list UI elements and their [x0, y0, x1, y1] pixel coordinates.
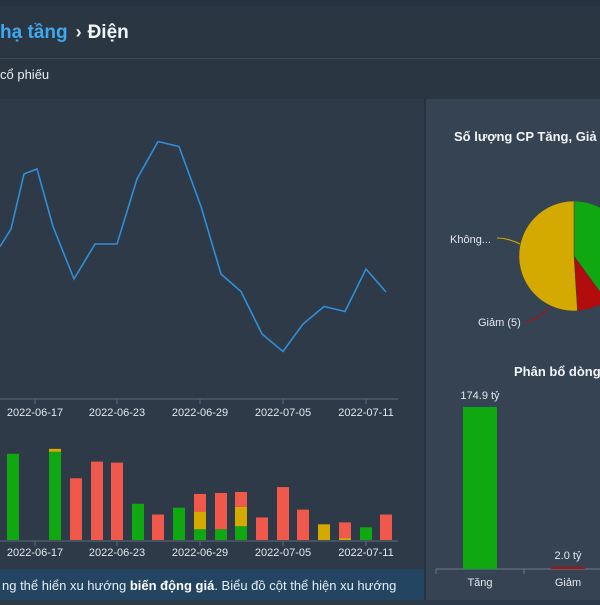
volume-bar — [111, 462, 123, 540]
pie-label-down: Giảm (5) — [478, 317, 521, 329]
stats-panel: Không... Giảm (5) 174.9 tỷ Tăng 2.0 tỷ Giảm — [426, 99, 600, 600]
pie-label-line-down — [525, 306, 551, 322]
volume-bar-chart: 2022-06-17 2022-06-23 2022-06-29 2022-07-05… — [0, 448, 398, 559]
description-suffix: . Biểu đồ cột thể hiện xu hướng — [214, 578, 397, 593]
price-x-tick-label: 2022-06-23 — [89, 407, 145, 419]
volume-bar — [235, 506, 247, 527]
volume-bar — [360, 527, 372, 540]
pie-slice-flat — [518, 200, 578, 312]
volume-x-tick-label: 2022-07-05 — [255, 547, 311, 559]
volume-bar — [70, 478, 82, 540]
volume-bar — [339, 522, 351, 539]
volume-x-tick-label: 2022-07-11 — [338, 547, 393, 559]
flow-category-label: Giảm — [555, 577, 581, 589]
flow-chart-title: Phân bổ dòng — [514, 364, 600, 379]
price-x-tick-label: 2022-07-11 — [338, 407, 393, 419]
volume-x-tick-label: 2022-06-17 — [7, 547, 63, 559]
breadcrumb-current: Điện — [87, 22, 129, 43]
volume-bar — [235, 526, 247, 540]
volume-bar — [235, 491, 247, 507]
tab-stocks[interactable]: cổ phiếu — [0, 67, 50, 82]
price-line — [0, 140, 387, 353]
volume-bar — [215, 529, 227, 540]
page-header: hạ tầng › Điện — [0, 6, 600, 58]
top-strip — [0, 0, 600, 6]
panel-divider — [424, 99, 426, 600]
price-panel: 2022-06-17 2022-06-23 2022-06-29 2022-07-05… — [0, 99, 424, 569]
flow-bar — [551, 567, 585, 569]
price-x-tick-label: 2022-06-29 — [172, 407, 228, 419]
volume-bar — [277, 487, 289, 540]
volume-x-tick-label: 2022-06-23 — [89, 547, 145, 559]
volume-bar — [152, 514, 164, 540]
volume-x-tick-label: 2022-06-29 — [172, 547, 228, 559]
volume-bar — [49, 448, 61, 452]
volume-bar — [339, 538, 351, 540]
money-flow-bar-chart: 174.9 tỷ Tăng 2.0 tỷ Giảm — [435, 390, 600, 589]
volume-bar — [380, 514, 392, 540]
volume-bar — [173, 507, 185, 540]
volume-bar — [91, 461, 103, 540]
volume-bar — [256, 517, 268, 540]
flow-bar-value-label: 2.0 tỷ — [555, 550, 582, 562]
price-line-chart: 2022-06-17 2022-06-23 2022-06-29 2022-07-05… — [0, 140, 398, 419]
up-down-pie-chart: Không... Giảm (5) — [450, 200, 600, 329]
volume-bar — [297, 509, 309, 540]
chevron-right-icon: › — [75, 22, 82, 42]
sub-navigation: cổ phiếu — [0, 58, 600, 100]
volume-bar — [318, 524, 330, 540]
description-prefix: ng thể hiển xu hướng — [2, 578, 130, 593]
description-bold: biến động giá — [129, 578, 215, 593]
stats-charts: Không... Giảm (5) 174.9 tỷ Tăng 2.0 tỷ Giảm — [435, 200, 600, 589]
price-x-tick-label: 2022-06-17 — [7, 407, 63, 419]
breadcrumb: hạ tầng › Điện — [0, 22, 129, 44]
volume-bar — [132, 503, 144, 540]
volume-bar — [49, 451, 61, 540]
pie-slice-up — [573, 200, 600, 293]
volume-bar — [215, 492, 227, 530]
volume-bar — [194, 511, 206, 530]
price-x-tick-label: 2022-07-05 — [255, 407, 311, 419]
volume-bar — [7, 453, 19, 540]
volume-bar — [194, 493, 206, 512]
chart-description: ng thể hiển xu hướng biến động giá. Biểu… — [0, 569, 424, 600]
pie-chart-title: Số lượng CP Tăng, Giả — [454, 129, 597, 144]
flow-bar — [463, 407, 497, 569]
flow-category-label: Tăng — [467, 577, 492, 589]
pie-label-flat: Không... — [450, 234, 491, 246]
volume-bar — [194, 529, 206, 540]
flow-bar-value-label: 174.9 tỷ — [460, 390, 500, 402]
price-volume-charts: 2022-06-17 2022-06-23 2022-06-29 2022-07-05… — [0, 140, 398, 559]
pie-label-line-flat — [496, 237, 521, 245]
breadcrumb-parent-link[interactable]: hạ tầng — [0, 22, 68, 43]
description-text: ng thể hiển xu hướng biến động giá. Biểu… — [2, 578, 396, 593]
